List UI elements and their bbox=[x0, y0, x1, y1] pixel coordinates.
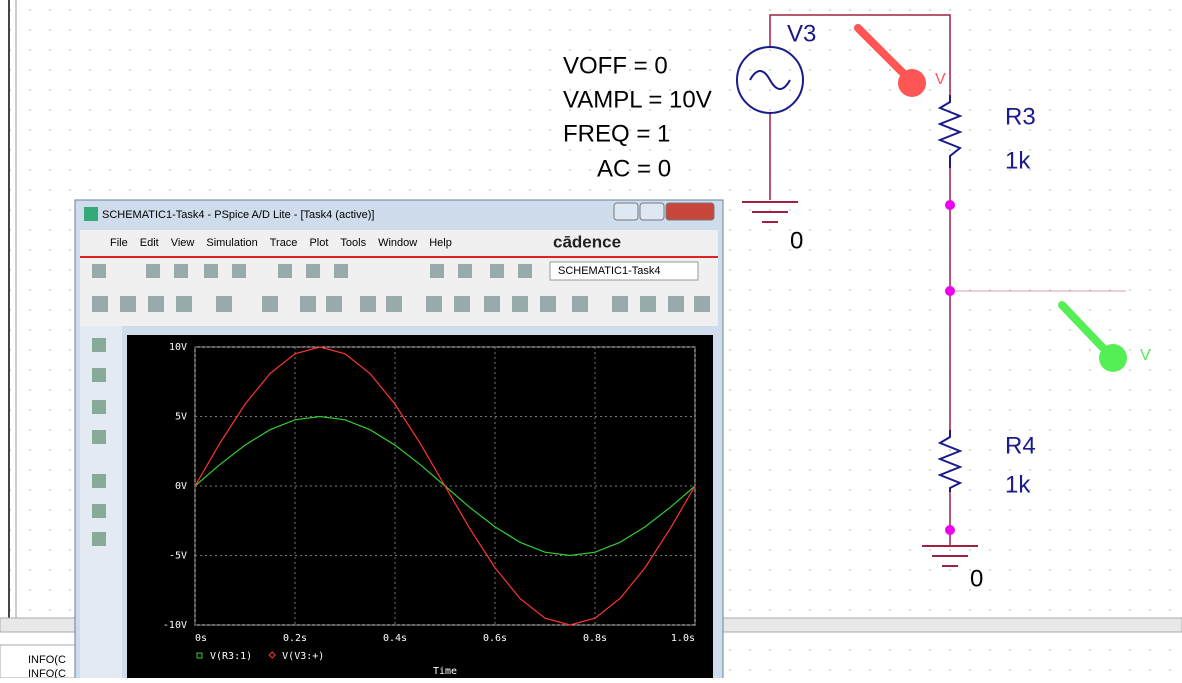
y-tick-label: 0V bbox=[175, 481, 187, 492]
x-tick-label: 0.8s bbox=[583, 633, 607, 644]
legend-label: V(V3:+) bbox=[282, 651, 324, 662]
toolbar-icons bbox=[92, 264, 710, 312]
menu-item[interactable]: Edit bbox=[140, 237, 159, 249]
source-param: VOFF = 0 bbox=[563, 52, 668, 79]
window-title: SCHEMATIC1-Task4 - PSpice A/D Lite - [Ta… bbox=[102, 209, 374, 221]
ground-label: 0 bbox=[790, 227, 803, 254]
y-tick-label: -10V bbox=[163, 620, 187, 631]
output-line: INFO(C bbox=[28, 668, 66, 678]
menu-item[interactable]: Plot bbox=[309, 237, 328, 249]
probe-red[interactable] bbox=[898, 69, 926, 97]
nodes bbox=[945, 200, 955, 535]
menu-item[interactable]: Tools bbox=[340, 237, 366, 249]
side-icons bbox=[92, 338, 106, 546]
profile-name: SCHEMATIC1-Task4 bbox=[558, 265, 660, 277]
probe-label: V bbox=[1140, 347, 1151, 364]
resistor-name: R3 bbox=[1005, 103, 1036, 130]
menu-item[interactable]: File bbox=[110, 237, 128, 249]
probe-green[interactable] bbox=[1058, 301, 1109, 354]
source-param: VAMPL = 10V bbox=[563, 86, 712, 113]
legend-marker bbox=[268, 651, 276, 659]
x-axis-label: Time bbox=[433, 666, 457, 677]
ground-label: 0 bbox=[970, 565, 983, 592]
legend-label: V(R3:1) bbox=[210, 651, 252, 662]
resistor-value: 1k bbox=[1005, 147, 1031, 174]
menu-item[interactable]: Trace bbox=[270, 237, 298, 249]
x-tick-label: 0s bbox=[195, 633, 207, 644]
source-param: FREQ = 1 bbox=[563, 120, 670, 147]
x-tick-label: 0.4s bbox=[383, 633, 407, 644]
resistor-value: 1k bbox=[1005, 471, 1031, 498]
probe-green[interactable] bbox=[1099, 344, 1127, 372]
resistors bbox=[937, 95, 963, 492]
y-tick-label: -5V bbox=[169, 551, 187, 562]
minimize-button[interactable] bbox=[613, 202, 639, 221]
series-line bbox=[194, 346, 696, 626]
y-tick-label: 5V bbox=[175, 412, 187, 423]
close-button[interactable] bbox=[665, 202, 715, 221]
y-tick-label: 10V bbox=[169, 342, 187, 353]
source-name: V3 bbox=[787, 20, 816, 47]
menu-item[interactable]: Simulation bbox=[206, 237, 257, 249]
ground-symbols bbox=[742, 201, 978, 567]
sine-icon bbox=[749, 70, 791, 90]
source-param: AC = 0 bbox=[597, 155, 671, 182]
x-tick-label: 0.6s bbox=[483, 633, 507, 644]
side-toolbar bbox=[80, 326, 122, 678]
maximize-button[interactable] bbox=[639, 202, 665, 221]
probe-red[interactable] bbox=[854, 24, 909, 79]
voltage-source bbox=[736, 46, 804, 114]
app-icon bbox=[84, 207, 98, 221]
resistor-name: R4 bbox=[1005, 432, 1036, 459]
menu-item[interactable]: Help bbox=[429, 237, 452, 249]
profile-box[interactable] bbox=[549, 261, 699, 281]
legend-marker bbox=[196, 652, 203, 659]
x-tick-label: 1.0s bbox=[671, 633, 695, 644]
menu-item[interactable]: View bbox=[171, 237, 195, 249]
x-tick-label: 0.2s bbox=[283, 633, 307, 644]
plot-area bbox=[127, 335, 713, 678]
wires bbox=[769, 14, 951, 545]
menu-item[interactable]: Window bbox=[378, 237, 417, 249]
output-line: INFO(C bbox=[28, 654, 66, 666]
brand: cādence bbox=[553, 232, 621, 251]
probe-label: V bbox=[935, 71, 946, 88]
